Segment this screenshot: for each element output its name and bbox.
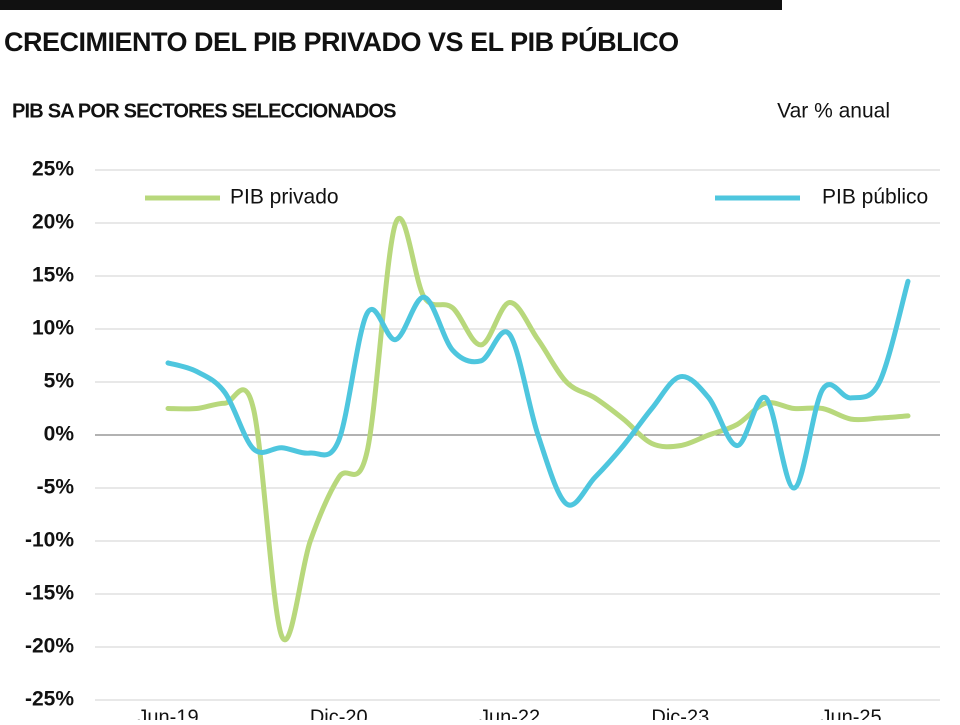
legend-label: PIB público [822, 186, 928, 209]
series-line [165, 278, 911, 508]
top-bar [0, 0, 782, 10]
y-tick-label: 0% [44, 423, 75, 446]
x-tick-label: Jun-19 [137, 706, 198, 720]
y-tick-label: 10% [32, 317, 74, 340]
y-tick-label: -5% [37, 476, 75, 499]
y-tick-label: 20% [32, 211, 74, 234]
y-tick-label: 5% [44, 370, 75, 393]
chart-subtitle: PIB SA POR SECTORES SELECCIONADOS [12, 100, 396, 122]
y-tick-label: -25% [25, 688, 74, 711]
unit-label: Var % anual [777, 100, 890, 123]
x-tick-label: Jun-22 [479, 706, 540, 720]
y-tick-label: -15% [25, 582, 74, 605]
x-tick-label: Dic-20 [310, 706, 368, 720]
x-tick-label: Jun-25 [820, 706, 881, 720]
y-tick-label: -20% [25, 635, 74, 658]
legend-label: PIB privado [230, 186, 339, 209]
y-tick-label: 25% [32, 158, 74, 181]
x-tick-label: Dic-23 [651, 706, 709, 720]
y-tick-label: 15% [32, 264, 74, 287]
chart-title: CRECIMIENTO DEL PIB PRIVADO VS EL PIB PÚ… [4, 26, 679, 57]
y-tick-label: -10% [25, 529, 74, 552]
